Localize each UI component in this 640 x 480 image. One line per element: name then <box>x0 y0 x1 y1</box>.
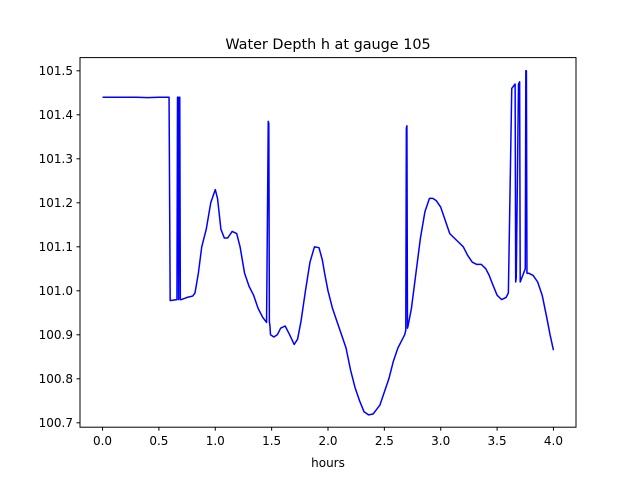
y-tick-label: 101.1 <box>39 240 73 254</box>
x-tick-label: 1.5 <box>262 434 281 448</box>
y-tick-label: 101.2 <box>39 196 73 210</box>
x-tick-label: 2.0 <box>318 434 337 448</box>
y-tick-label: 101.4 <box>39 108 73 122</box>
x-tick-label: 4.0 <box>544 434 563 448</box>
plot-frame <box>79 57 577 428</box>
series-layer <box>102 70 555 416</box>
series-line-water-depth <box>102 70 555 416</box>
y-tick-label: 101.0 <box>39 284 73 298</box>
x-tick-label: 2.5 <box>375 434 394 448</box>
x-axis-label: hours <box>311 456 345 470</box>
x-tick-label: 0.5 <box>149 434 168 448</box>
x-axis: 0.0 0.5 1.0 1.5 2.0 2.5 3.0 3.5 4.0 <box>93 427 563 448</box>
y-tick-label: 101.3 <box>39 152 73 166</box>
y-tick-label: 100.8 <box>39 372 73 386</box>
x-tick-label: 0.0 <box>93 434 112 448</box>
y-tick-label: 100.7 <box>39 416 73 430</box>
x-tick-label: 3.5 <box>488 434 507 448</box>
chart-title: Water Depth h at gauge 105 <box>225 37 430 53</box>
x-tick-label: 3.0 <box>431 434 450 448</box>
x-tick-label: 1.0 <box>206 434 225 448</box>
y-tick-label: 101.5 <box>39 64 73 78</box>
y-tick-label: 100.9 <box>39 328 73 342</box>
y-axis: 100.7 100.8 100.9 101.0 101.1 101.2 101.3 101.4… <box>39 64 80 430</box>
